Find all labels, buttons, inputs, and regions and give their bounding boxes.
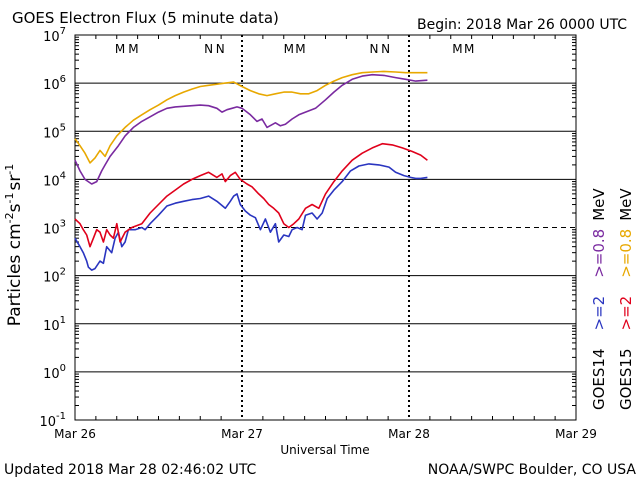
legend-goes15: GOES15 >=2 >=0.8 MeV: [617, 188, 635, 410]
x-tick-label: Mar 27: [221, 427, 263, 441]
y-tick-label: 100: [43, 363, 66, 382]
series-line: [74, 73, 428, 185]
y-tick-label: 103: [43, 219, 66, 238]
mn-marker: M: [295, 42, 305, 56]
y-tick-label: 107: [43, 26, 66, 45]
series-line: [74, 70, 428, 164]
credit-label: NOAA/SWPC Boulder, CO USA: [428, 462, 637, 478]
x-axis-label: Universal Time: [280, 443, 369, 457]
legend-goes14-08mev: >=0.8: [590, 229, 608, 278]
x-tick-label: Mar 26: [54, 427, 96, 441]
grid-layer: [75, 82, 576, 373]
y-tick-label: 104: [43, 170, 66, 189]
mn-marker: N: [216, 42, 225, 56]
y-tick-label: 106: [43, 74, 66, 93]
legend-goes15-08mev: >=0.8: [617, 229, 635, 278]
legend-goes14: GOES14 >=2 >=0.8 MeV: [590, 188, 608, 410]
series-line: [74, 163, 428, 271]
x-tick-label: Mar 28: [388, 427, 430, 441]
legend-goes14-unit: MeV: [590, 188, 608, 221]
mn-marker: N: [204, 42, 213, 56]
mn-marker: M: [284, 42, 294, 56]
y-tick-label: 10-1: [39, 411, 66, 430]
y-tick-label: 101: [43, 315, 66, 334]
y-tick-labels: 107 106 105 104 103 102 101 100 10-1: [39, 26, 66, 430]
legend-goes14-sat: GOES14: [590, 348, 608, 410]
x-tick-label: Mar 29: [555, 427, 597, 441]
x-tick-labels: Mar 26 Mar 27 Mar 28 Mar 29: [54, 427, 597, 441]
legend-goes14-2mev: >=2: [590, 296, 608, 331]
y-tick-label: 105: [43, 122, 66, 141]
mn-marker: N: [381, 42, 390, 56]
series-layer: [74, 70, 428, 271]
updated-timestamp: Updated 2018 Mar 28 02:46:02 UTC: [4, 462, 257, 478]
series-line: [74, 142, 428, 248]
y-axis-label: Particles cm-2s-1sr-1: [3, 164, 25, 327]
mn-marker: M: [464, 42, 474, 56]
mn-marker: M: [115, 42, 125, 56]
y-tick-label: 102: [43, 267, 66, 286]
chart-title: GOES Electron Flux (5 minute data): [12, 9, 279, 27]
legend-goes15-2mev: >=2: [617, 296, 635, 331]
mn-marker: M: [128, 42, 138, 56]
begin-date-label: Begin: 2018 Mar 26 0000 UTC: [417, 17, 627, 33]
mn-marker: M: [452, 42, 462, 56]
tick-layer: [75, 35, 576, 420]
mn-marker: N: [369, 42, 378, 56]
legend-goes15-unit: MeV: [617, 188, 635, 221]
legend-goes15-sat: GOES15: [617, 348, 635, 410]
